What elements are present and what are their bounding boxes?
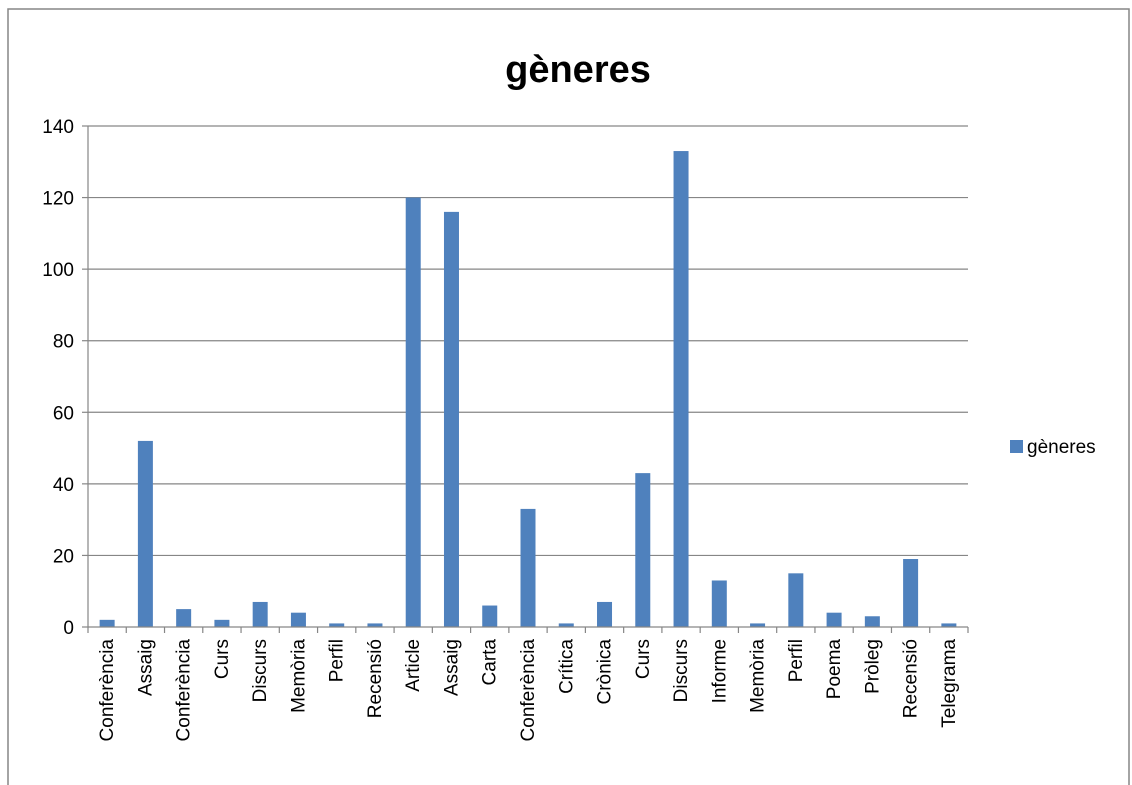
bar-2 <box>176 609 192 627</box>
bar-22 <box>941 623 957 627</box>
bar-17 <box>750 623 766 627</box>
chart-title: gèneres <box>505 49 651 91</box>
legend-label: gèneres <box>1027 437 1096 458</box>
bar-13 <box>597 601 613 627</box>
axes <box>82 125 969 633</box>
bar-16 <box>711 580 727 627</box>
bar-9 <box>443 211 459 627</box>
y-tick-label: 100 <box>42 260 74 281</box>
bar-12 <box>558 623 574 627</box>
x-tick-label: Article <box>403 639 424 692</box>
x-tick-labels: Conferència Assaig Conferència Curs Discurs M… <box>97 639 960 742</box>
y-tick-label: 0 <box>63 618 74 639</box>
x-tick-label: Perfil <box>786 639 807 682</box>
bar-18 <box>788 573 804 627</box>
x-tick-label: Crònica <box>595 639 616 705</box>
x-tick-label: Assaig <box>135 639 156 696</box>
bar-11 <box>520 508 536 627</box>
x-tick-label: Assaig <box>441 639 462 696</box>
x-tick-label: Conferència <box>97 639 118 742</box>
x-tick-label: Conferència <box>174 639 195 742</box>
x-tick-label: Curs <box>212 639 233 679</box>
x-tick-label: Crítica <box>556 639 577 694</box>
x-tick-label: Curs <box>633 639 654 679</box>
bar-5 <box>290 612 306 627</box>
y-tick-label: 140 <box>42 117 74 138</box>
gridlines <box>88 125 968 557</box>
bar-10 <box>482 605 498 627</box>
chart-border <box>7 8 1130 785</box>
bar-3 <box>214 619 230 627</box>
legend-swatch <box>1010 440 1023 453</box>
x-tick-label: Recensió <box>365 639 386 718</box>
y-tick-label: 20 <box>53 546 74 567</box>
bar-7 <box>367 623 383 627</box>
bars <box>99 151 957 628</box>
x-tick-label: Discurs <box>671 639 692 702</box>
x-tick-label: Informe <box>709 639 730 703</box>
x-tick-label: Pròleg <box>862 639 883 694</box>
y-tick-label: 40 <box>53 475 74 496</box>
bar-15 <box>673 151 689 628</box>
y-tick-label: 80 <box>53 332 74 353</box>
bar-21 <box>903 559 919 627</box>
bar-4 <box>252 601 268 627</box>
x-tick-label: Memòria <box>748 639 769 713</box>
x-tick-label: Memòria <box>288 639 309 713</box>
bar-1 <box>137 440 153 627</box>
x-tick-label: Telegrama <box>939 639 960 728</box>
x-tick-label: Poema <box>824 639 845 700</box>
y-tick-label: 60 <box>53 403 74 424</box>
x-tick-label: Perfil <box>327 639 348 682</box>
bar-8 <box>405 197 421 628</box>
bar-19 <box>826 612 842 627</box>
x-tick-label: Carta <box>480 639 501 686</box>
bar-6 <box>329 623 345 627</box>
bar-0 <box>99 619 115 627</box>
y-tick-label: 120 <box>42 189 74 210</box>
x-tick-label: Recensió <box>901 639 922 718</box>
x-tick-label: Discurs <box>250 639 271 702</box>
x-tick-label: Conferència <box>518 639 539 742</box>
legend: gèneres <box>1010 437 1096 458</box>
y-tick-labels: 0 20 40 60 80 100 120 140 <box>42 117 74 639</box>
bar-20 <box>864 616 880 627</box>
bar-14 <box>635 473 651 627</box>
